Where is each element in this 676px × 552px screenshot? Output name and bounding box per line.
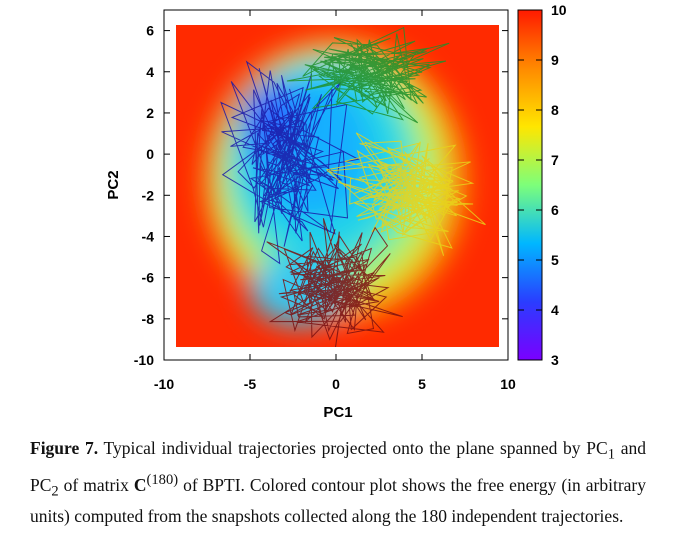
free-energy-figure: -10 -5 0 5 10 6 4 2 0 -2 -4 -6 -8 -10 PC1 PC2 10 9 8 7 6…	[105, 2, 567, 421]
colorbar-tick-label: 8	[551, 102, 559, 118]
y-axis-title: PC2	[105, 170, 122, 199]
y-tick-label: 2	[146, 105, 154, 121]
x-axis: -10 -5 0 5 10	[154, 10, 516, 392]
y-tick-label: 4	[146, 64, 154, 80]
colorbar-tick-label: 4	[551, 302, 559, 318]
colorbar	[517, 9, 543, 361]
x-tick-label: -5	[244, 376, 257, 392]
x-tick-label: 0	[332, 376, 340, 392]
colorbar-tick-label: 5	[551, 252, 559, 268]
heatmap-area	[176, 25, 499, 347]
y-tick-label: -10	[134, 352, 154, 368]
y-tick-label: 6	[146, 23, 154, 39]
x-axis-title: PC1	[323, 404, 352, 421]
y-tick-label: -4	[142, 228, 155, 244]
y-tick-label: -6	[142, 270, 155, 286]
x-tick-label: 5	[418, 376, 426, 392]
x-tick-label: -10	[154, 376, 174, 392]
y-tick-label: -8	[142, 311, 155, 327]
colorbar-tick-label: 7	[551, 152, 559, 168]
trajectory-lines	[220, 26, 486, 347]
trajectory-line	[266, 218, 403, 347]
y-tick-label: -2	[142, 187, 155, 203]
y-axis: 6 4 2 0 -2 -4 -6 -8 -10	[134, 23, 508, 368]
trajectory-line	[325, 132, 486, 256]
colorbar-tick-label: 6	[551, 202, 559, 218]
x-tick-label: 10	[500, 376, 516, 392]
y-tick-label: 0	[146, 146, 154, 162]
trajectory-line	[220, 60, 360, 265]
colorbar-tick-label: 3	[551, 352, 559, 368]
caption-label: Figure 7.	[30, 438, 99, 458]
figure-caption: Figure 7. Typical individual trajectorie…	[30, 438, 646, 526]
colorbar-axis: 10 9 8 7 6 5 4 3	[518, 2, 567, 368]
trajectory-line	[286, 26, 450, 124]
colorbar-tick-label: 10	[551, 2, 567, 18]
colorbar-tick-label: 9	[551, 52, 559, 68]
